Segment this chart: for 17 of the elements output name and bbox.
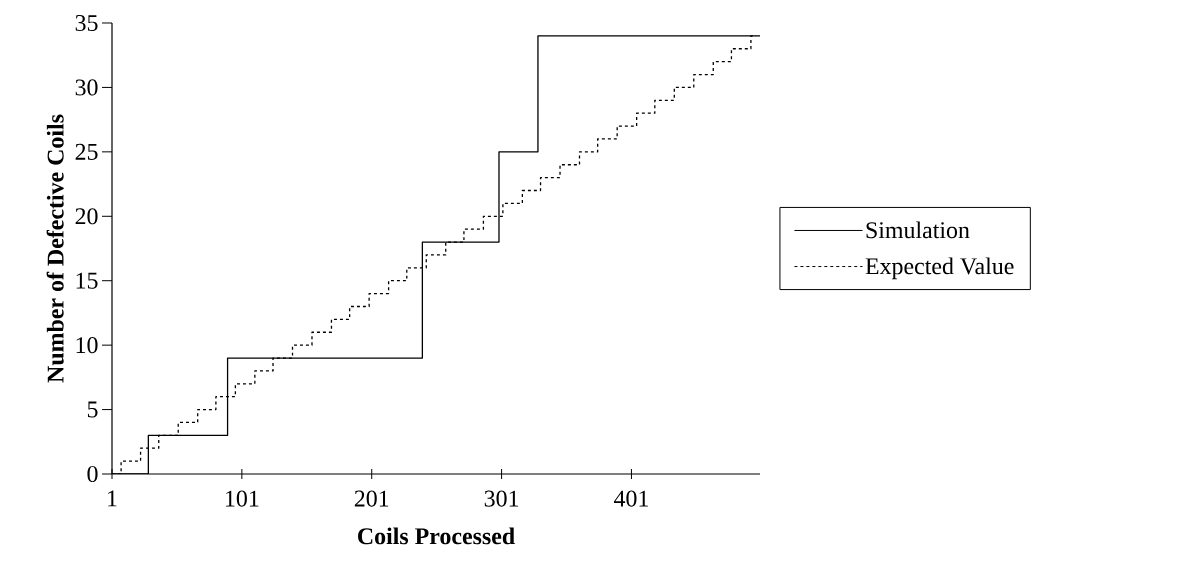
y-tick-label: 30 [75, 79, 98, 96]
y-tick-label: 20 [75, 208, 98, 225]
x-tick-label: 1 [108, 490, 117, 507]
x-tick-label: 401 [613, 490, 648, 507]
y-tick-label: 25 [75, 143, 98, 160]
x-tick-label: 201 [354, 490, 389, 507]
y-tick-label: 10 [76, 337, 98, 354]
y-tick-label: 15 [76, 272, 98, 289]
legend-label: Simulation [866, 221, 970, 239]
x-tick-label: 301 [484, 490, 519, 507]
y-tick-label: 0 [87, 465, 98, 483]
x-axis-title: Coils Processed [358, 527, 515, 545]
x-tick-label: 101 [226, 490, 259, 507]
legend-label: Expected Value [865, 257, 1014, 280]
y-tick-label: 5 [87, 401, 98, 418]
y-axis-title: Number of Defective Coils [46, 114, 64, 383]
y-tick-label: 35 [75, 14, 98, 32]
